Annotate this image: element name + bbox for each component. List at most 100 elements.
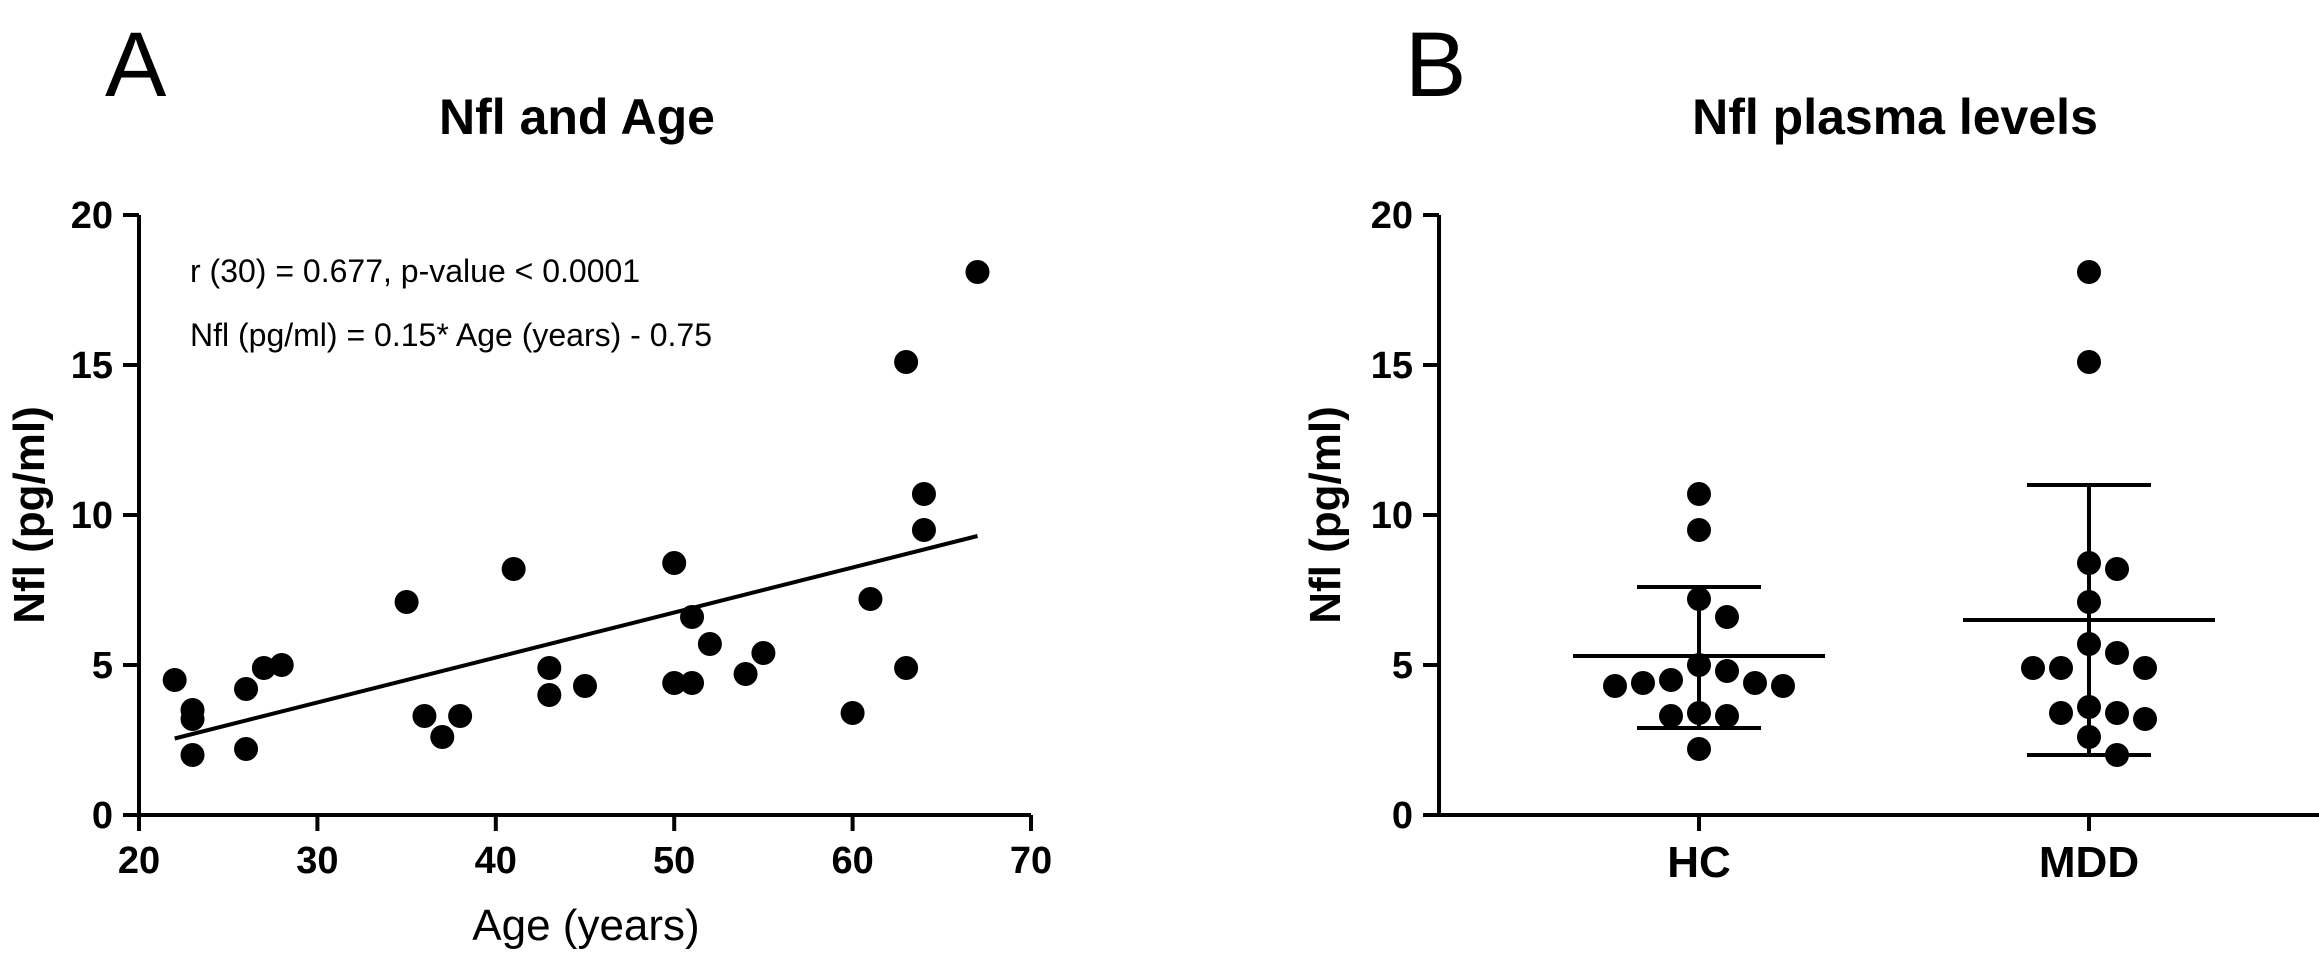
dot-point [2105, 701, 2129, 725]
dot-point [2077, 590, 2101, 614]
dot-point [1687, 587, 1711, 611]
a-y-tick-label: 15 [71, 345, 113, 387]
dot-point [1659, 704, 1683, 728]
group-hc [1573, 482, 1825, 761]
group-mdd [1963, 260, 2215, 767]
scatter-point [537, 683, 562, 707]
dot-point [1771, 674, 1795, 698]
scatter-point [501, 557, 526, 581]
dot-point [1715, 704, 1739, 728]
category-label-hc: HC [1667, 838, 1731, 887]
scatter-point [430, 725, 455, 749]
panel-a-x-label: Age (years) [472, 901, 699, 950]
a-y-tick-label: 10 [71, 495, 113, 537]
scatter-point [394, 590, 419, 614]
regression-line [174, 534, 978, 741]
panel-a-axes [137, 215, 1031, 817]
dot-point [2077, 632, 2101, 656]
scatter-point [251, 656, 276, 680]
scatter-point [573, 674, 597, 698]
scatter-point [180, 743, 205, 767]
scatter-point [840, 701, 865, 725]
dot-point [1631, 671, 1655, 695]
dot-point [2105, 557, 2129, 581]
panel-b-y-ticks: 0 5 10 15 20 [1371, 195, 1439, 837]
dot-point [2105, 641, 2129, 665]
dot-point [2021, 656, 2045, 680]
panel-a-x-ticks: 20 30 40 50 60 70 [118, 815, 1052, 882]
dot-point [1603, 674, 1627, 698]
scatter-point [911, 518, 936, 542]
scatter-point [234, 677, 259, 701]
panel-a-y-label: Nfl (pg/ml) [5, 406, 54, 624]
dot-point [1687, 482, 1711, 506]
category-label-mdd: MDD [2039, 838, 2139, 887]
scatter-point [751, 641, 776, 665]
dot-point [1687, 737, 1711, 761]
dot-point [1687, 653, 1711, 677]
dot-point [2077, 350, 2101, 374]
dot-point [1743, 671, 1767, 695]
panel-b-groups [1573, 260, 2215, 767]
b-y-tick-label: 0 [1392, 795, 1413, 837]
dot-point [1715, 659, 1739, 683]
a-x-tick-label: 60 [831, 840, 873, 882]
scatter-point [680, 605, 705, 629]
a-x-tick-label: 40 [475, 840, 517, 882]
panel-b-letter: B [1405, 14, 1466, 116]
scatter-point [733, 662, 758, 686]
panel-b-y-label: Nfl (pg/ml) [1301, 406, 1350, 624]
b-y-tick-label: 20 [1371, 195, 1413, 237]
scatter-point [662, 551, 687, 575]
a-x-tick-label: 70 [1010, 840, 1052, 882]
scatter-point [412, 704, 437, 728]
scatter-point [894, 656, 919, 680]
correlation-annotation: r (30) = 0.677, p-value < 0.0001 [190, 253, 640, 289]
scatter-point [537, 656, 562, 680]
panel-a-points [162, 260, 990, 767]
scatter-point [894, 350, 919, 374]
dot-point [2105, 743, 2129, 767]
b-y-tick-label: 5 [1392, 645, 1413, 687]
panel-b-axes [1437, 215, 2319, 817]
scatter-point [965, 260, 990, 284]
scatter-point [234, 737, 259, 761]
dot-point [1687, 701, 1711, 725]
b-y-tick-label: 15 [1371, 345, 1413, 387]
dot-point [1659, 668, 1683, 692]
dot-point [1687, 518, 1711, 542]
a-y-tick-label: 5 [92, 645, 113, 687]
scatter-point [911, 482, 936, 506]
dot-point [2133, 656, 2157, 680]
scatter-point [662, 671, 687, 695]
dot-point [2077, 260, 2101, 284]
dot-point [2077, 551, 2101, 575]
panel-b: B Nfl plasma levels 0 5 10 15 20 HC MDD Nfl (… [1301, 14, 2319, 887]
scatter-point [269, 653, 294, 677]
scatter-point [162, 668, 187, 692]
scatter-point [858, 587, 883, 611]
panel-b-title: Nfl plasma levels [1692, 89, 2098, 145]
panel-a: A Nfl and Age 0 5 10 15 20 20 30 40 50 60 70 Nfl … [5, 14, 1052, 950]
scatter-point [180, 707, 205, 731]
scatter-point [680, 671, 705, 695]
scatter-point [448, 704, 473, 728]
dot-point [2077, 725, 2101, 749]
b-y-tick-label: 10 [1371, 495, 1413, 537]
dot-point [1715, 605, 1739, 629]
a-y-tick-label: 0 [92, 795, 113, 837]
regression-equation-annotation: Nfl (pg/ml) = 0.15* Age (years) - 0.75 [190, 317, 712, 353]
a-x-tick-label: 20 [118, 840, 160, 882]
a-x-tick-label: 50 [653, 840, 695, 882]
panel-a-letter: A [105, 14, 167, 116]
dot-point [2049, 656, 2073, 680]
panel-a-title: Nfl and Age [439, 89, 715, 145]
a-y-tick-label: 20 [71, 195, 113, 237]
a-x-tick-label: 30 [296, 840, 338, 882]
dot-point [2133, 707, 2157, 731]
scatter-point [697, 632, 722, 656]
panel-a-y-ticks: 0 5 10 15 20 [71, 195, 139, 837]
dot-point [2077, 695, 2101, 719]
dot-point [2049, 701, 2073, 725]
